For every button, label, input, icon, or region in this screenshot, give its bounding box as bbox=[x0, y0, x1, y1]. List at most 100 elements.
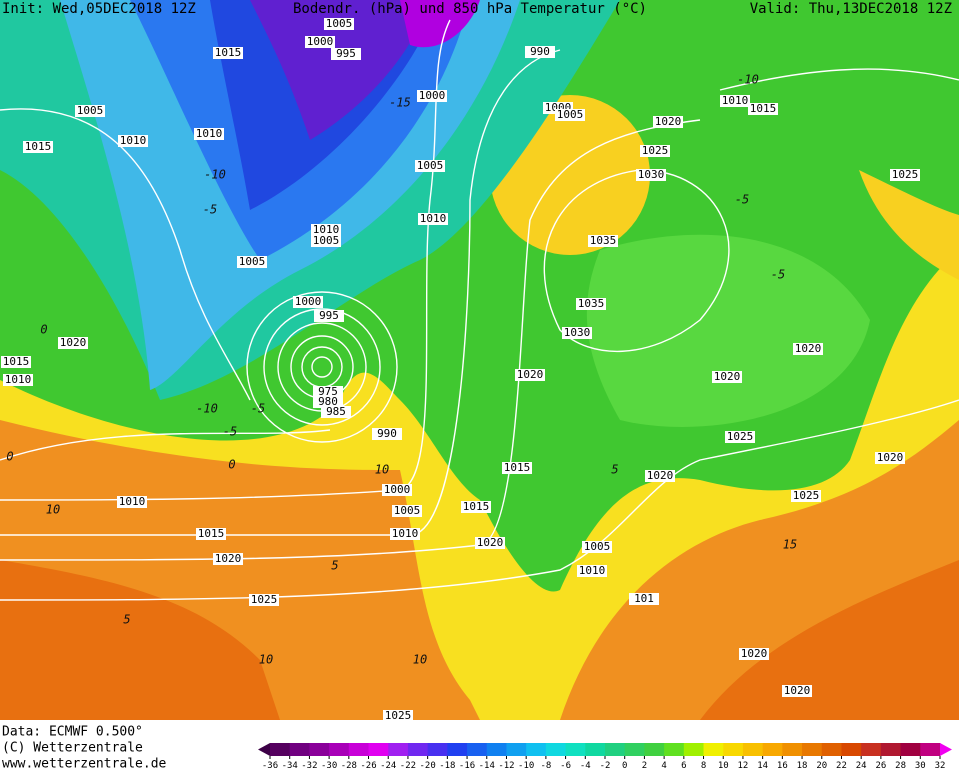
isobar-label-box bbox=[58, 337, 88, 349]
isobar-label-box bbox=[324, 18, 354, 30]
isobar-label-box bbox=[791, 490, 821, 502]
isobar-label-box bbox=[415, 160, 445, 172]
colorbar-tick-label: -30 bbox=[321, 761, 337, 770]
colorbar-bin bbox=[900, 743, 921, 756]
isobar-label: 1005 bbox=[77, 104, 104, 117]
temperature-label: 0 bbox=[6, 450, 13, 464]
colorbar-bin bbox=[742, 743, 764, 756]
isobar-label: 1000 bbox=[295, 295, 322, 308]
isobar-label: 101 bbox=[634, 592, 654, 605]
isobar-label: 1035 bbox=[578, 297, 605, 310]
isobar-label: 1005 bbox=[417, 159, 444, 172]
colorbar: -36 -34 -32 -30 -28 -26 -24 -22 -20 -18 -16 -14 -12-… bbox=[258, 743, 952, 770]
valid-time: Valid: Thu,13DEC2018 12Z bbox=[750, 1, 952, 17]
temperature-label: 5 bbox=[123, 613, 130, 627]
isobar-label: 1015 bbox=[504, 461, 531, 474]
colorbar-bin bbox=[368, 743, 389, 756]
init-time: Init: Wed,05DEC2018 12Z bbox=[2, 1, 196, 17]
isobar-label-box bbox=[629, 593, 659, 605]
colorbar-bin bbox=[407, 743, 429, 756]
isobar-label-box bbox=[725, 431, 755, 443]
temperature-label: -5 bbox=[251, 402, 265, 416]
isobar-label: 1025 bbox=[793, 489, 820, 502]
colorbar-tick-label: -4 bbox=[580, 761, 591, 770]
colorbar-tick-label: 16 bbox=[777, 761, 788, 770]
colorbar-tick-label: -8 bbox=[540, 761, 551, 770]
isobar-line bbox=[0, 108, 251, 401]
colorbar-tick-label: -26 bbox=[360, 761, 376, 770]
colorbar-bin bbox=[388, 743, 409, 756]
isobar-label-box bbox=[748, 103, 778, 115]
colorbar-bin bbox=[605, 743, 626, 756]
colorbar-tick-label: 26 bbox=[875, 761, 886, 770]
isobar-label-box bbox=[515, 369, 545, 381]
colorbar-tick-label: -32 bbox=[301, 761, 317, 770]
isobar-label-box bbox=[390, 528, 420, 540]
temperature-label: 10 bbox=[46, 503, 60, 517]
isobar-label: 995 bbox=[336, 47, 356, 60]
temperature-label: 10 bbox=[413, 653, 427, 667]
colorbar-bin bbox=[664, 743, 685, 756]
isobar-label: 1020 bbox=[795, 342, 822, 355]
isobar-label: 1035 bbox=[590, 234, 617, 247]
colorbar-tick-label: -22 bbox=[400, 761, 416, 770]
colorbar-bin bbox=[545, 743, 567, 756]
isobar-label-box bbox=[525, 46, 555, 58]
colorbar-tick-label: 12 bbox=[738, 761, 749, 770]
isobar-label: 1025 bbox=[642, 144, 669, 157]
temperature-label: 15 bbox=[783, 538, 797, 552]
isobar-label-box bbox=[23, 141, 53, 153]
isobar-label: 1020 bbox=[647, 469, 674, 482]
isobar-label: 1010 bbox=[722, 94, 749, 107]
isobar-label-box bbox=[645, 470, 675, 482]
colorbar-tick-label: 28 bbox=[895, 761, 906, 770]
colorbar-tick-label: 4 bbox=[661, 761, 666, 770]
temperature-label: 5 bbox=[611, 463, 618, 477]
website: www.wetterzentrale.de bbox=[2, 757, 167, 770]
colorbar-arrow-high bbox=[940, 743, 952, 756]
colorbar-tick-label: -2 bbox=[600, 761, 611, 770]
colorbar-tick-label: -28 bbox=[341, 761, 357, 770]
isobar-label-box bbox=[311, 224, 341, 236]
isobar-label-box bbox=[793, 343, 823, 355]
isobar-line bbox=[246, 291, 398, 443]
isobar-label-box bbox=[582, 541, 612, 553]
colorbar-bin bbox=[506, 743, 527, 756]
colorbar-tick-label: -12 bbox=[498, 761, 514, 770]
colorbar-tick-label: -14 bbox=[479, 761, 495, 770]
isobar-line bbox=[0, 19, 451, 501]
isobar-label-box bbox=[392, 505, 422, 517]
colorbar-bin bbox=[447, 743, 468, 756]
colorbar-bin bbox=[270, 743, 291, 756]
isobar-label-box bbox=[194, 128, 224, 140]
isobar-label: 1025 bbox=[385, 709, 412, 722]
colorbar-tick-label: 30 bbox=[915, 761, 926, 770]
isobar-label: 1010 bbox=[420, 212, 447, 225]
isobar-label: 1020 bbox=[741, 647, 768, 660]
colorbar-tick-label: -6 bbox=[560, 761, 571, 770]
isobar-label: 1000 bbox=[384, 483, 411, 496]
field-magenta bbox=[400, 0, 480, 48]
colorbar-bin bbox=[329, 743, 350, 756]
colorbar-tick-label: -36 bbox=[262, 761, 278, 770]
colorbar-bin bbox=[861, 743, 882, 756]
colorbar-tick-label: 10 bbox=[718, 761, 729, 770]
isobar-label-box bbox=[417, 90, 447, 102]
isobar-label: 1020 bbox=[60, 336, 87, 349]
isobar-label: 985 bbox=[326, 405, 346, 418]
isobar-label: 1030 bbox=[638, 168, 665, 181]
isobar-label: 1025 bbox=[727, 430, 754, 443]
colorbar-bin bbox=[644, 743, 665, 756]
isobar-label-box bbox=[118, 135, 148, 147]
isobar-label: 1020 bbox=[477, 536, 504, 549]
isobar-label-box bbox=[213, 553, 243, 565]
colorbar-bin bbox=[565, 743, 586, 756]
isobar-label: 1010 bbox=[119, 495, 146, 508]
colorbar-tick-label: 22 bbox=[836, 761, 847, 770]
isobar-label-box bbox=[576, 298, 606, 310]
colorbar-tick-label: -16 bbox=[459, 761, 475, 770]
colorbar-bin bbox=[841, 743, 862, 756]
isobar-label: 1015 bbox=[463, 500, 490, 513]
isobar-label: 1000 bbox=[307, 35, 334, 48]
